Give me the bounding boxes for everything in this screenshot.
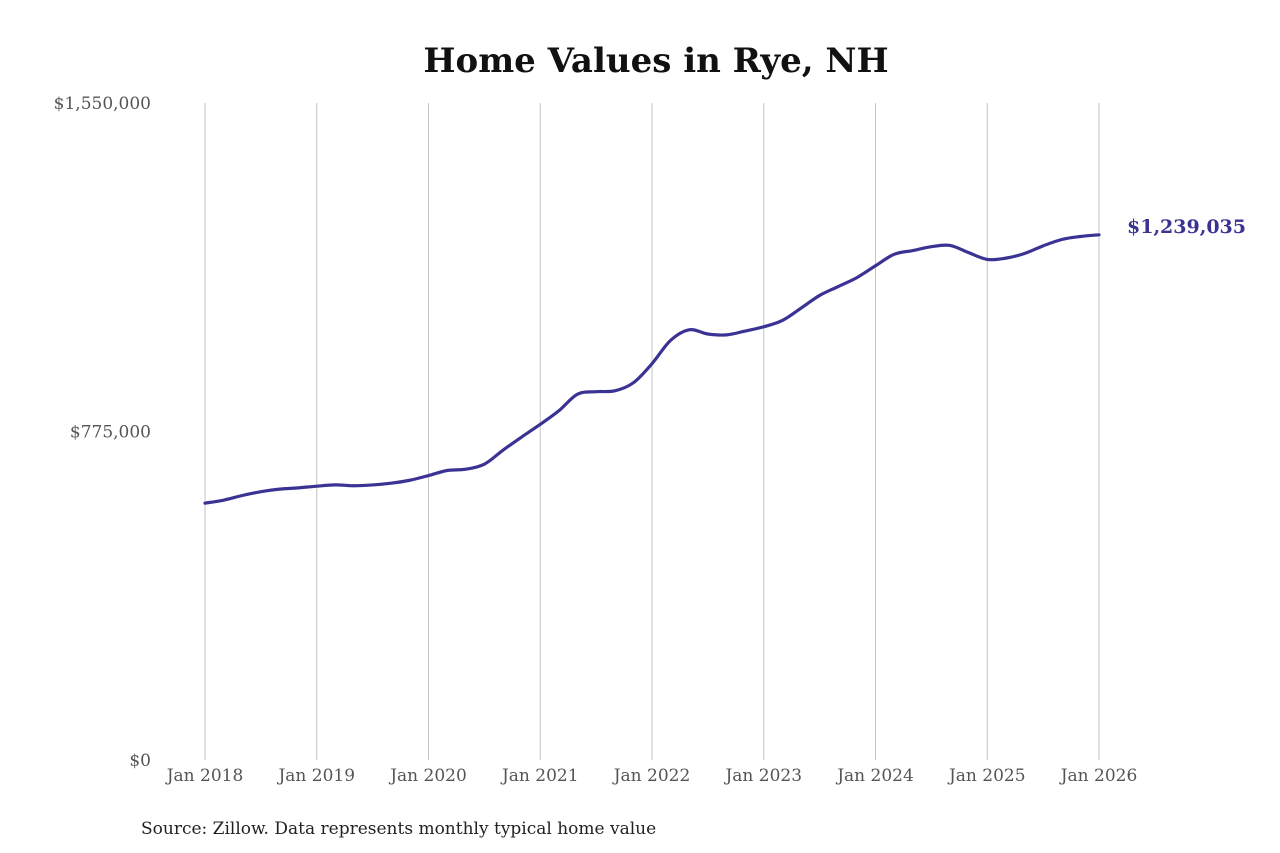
x-tick-label: Jan 2019 <box>276 766 355 786</box>
source-note: Source: Zillow. Data represents monthly … <box>141 819 656 839</box>
x-tick-label: Jan 2024 <box>835 766 914 786</box>
x-axis-tick-labels: Jan 2018 Jan 2019 Jan 2020 Jan 2021 Jan 2022… <box>165 766 1138 786</box>
y-axis-tick-labels: $0 $775,000 $1,550,000 <box>54 94 151 771</box>
home-value-series-line <box>203 233 1101 505</box>
x-tick-label: Jan 2023 <box>723 766 802 786</box>
y-tick-label: $775,000 <box>70 423 151 443</box>
x-tick-label: Jan 2022 <box>612 766 691 786</box>
x-tick-label: Jan 2021 <box>500 766 579 786</box>
end-value-label: $1,239,035 <box>1127 216 1246 238</box>
x-tick-label: Jan 2026 <box>1059 766 1138 786</box>
vertical-gridlines <box>204 103 1100 760</box>
x-tick-label: Jan 2025 <box>947 766 1026 786</box>
y-tick-label: $0 <box>129 751 151 771</box>
y-tick-label: $1,550,000 <box>54 94 151 114</box>
x-tick-label: Jan 2018 <box>165 766 244 786</box>
chart-title: Home Values in Rye, NH <box>423 41 888 81</box>
x-tick-label: Jan 2020 <box>388 766 467 786</box>
